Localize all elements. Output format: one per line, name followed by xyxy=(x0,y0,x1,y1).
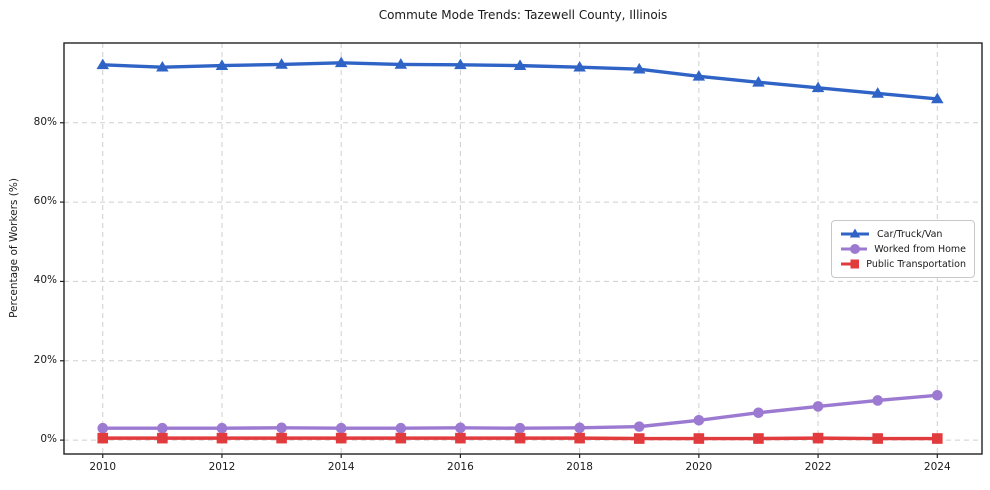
data-point-triangle xyxy=(454,58,467,70)
data-point-triangle xyxy=(752,76,765,87)
legend-item: Car/Truck/Van xyxy=(840,228,966,240)
data-point-triangle xyxy=(573,60,586,72)
data-point-circle xyxy=(216,422,228,434)
data-point-square xyxy=(276,432,287,444)
y-tick-label: 60% xyxy=(33,195,57,208)
x-tick-label: 2020 xyxy=(685,461,713,473)
y-tick-label: 20% xyxy=(33,353,57,366)
data-point-square xyxy=(514,432,526,444)
data-point-triangle xyxy=(931,92,944,104)
legend-circle-icon xyxy=(841,244,868,254)
data-point-triangle xyxy=(513,59,527,70)
data-point-circle xyxy=(872,395,883,406)
plot-frame xyxy=(63,42,983,455)
data-point-circle xyxy=(574,422,585,434)
data-point-square xyxy=(157,432,168,444)
x-tick-label: 2012 xyxy=(208,461,236,473)
x-tick-label: 2018 xyxy=(566,461,593,473)
data-point-triangle xyxy=(811,81,825,93)
x-tick-label: 2024 xyxy=(923,461,951,473)
data-point-square xyxy=(216,432,228,444)
data-point-square xyxy=(812,432,824,444)
data-point-square xyxy=(335,432,347,444)
data-point-square xyxy=(395,432,407,444)
legend: Car/Truck/Van Worked from Home Public Tran… xyxy=(831,220,975,278)
data-point-circle xyxy=(276,422,287,434)
data-point-circle xyxy=(395,422,407,434)
data-point-square xyxy=(97,432,109,444)
data-point-triangle xyxy=(96,58,110,70)
legend-label: Worked from Home xyxy=(874,243,966,255)
data-point-triangle xyxy=(394,58,408,69)
data-point-triangle xyxy=(334,56,348,68)
data-point-circle xyxy=(335,422,347,434)
data-point-triangle xyxy=(871,87,884,98)
data-point-triangle xyxy=(275,58,288,69)
data-point-square xyxy=(753,433,764,444)
data-point-square xyxy=(633,433,645,444)
data-point-circle xyxy=(812,401,824,412)
legend-square-icon xyxy=(841,259,860,269)
data-point-circle xyxy=(633,421,645,432)
legend-label: Car/Truck/Van xyxy=(877,228,943,240)
x-tick-label: 2016 xyxy=(447,461,474,473)
y-tick-label: 40% xyxy=(33,274,57,287)
x-tick-label: 2010 xyxy=(89,461,117,473)
chart-title: Commute Mode Trends: Tazewell County, Il… xyxy=(378,8,668,22)
x-tick-label: 2014 xyxy=(327,461,355,473)
data-point-square xyxy=(931,433,943,444)
x-tick-label: 2022 xyxy=(804,461,832,473)
data-point-circle xyxy=(931,389,943,401)
y-tick-label: 80% xyxy=(33,115,57,128)
data-point-circle xyxy=(157,422,168,434)
data-point-circle xyxy=(753,407,764,419)
y-tick-label: 0% xyxy=(40,433,57,446)
data-point-square xyxy=(455,432,466,444)
data-point-square xyxy=(872,433,883,444)
data-point-triangle xyxy=(632,62,646,74)
legend-label: Public Transportation xyxy=(866,258,966,270)
legend-triangle-icon xyxy=(841,228,869,238)
data-point-square xyxy=(693,433,705,444)
data-point-square xyxy=(574,432,585,444)
data-point-circle xyxy=(455,422,466,434)
legend-item: Worked from Home xyxy=(840,243,966,255)
data-point-circle xyxy=(514,422,526,434)
data-point-circle xyxy=(693,414,705,426)
legend-item: Public Transportation xyxy=(840,258,966,270)
data-point-circle xyxy=(97,422,109,434)
data-point-triangle xyxy=(156,60,169,72)
data-point-triangle xyxy=(692,70,706,81)
data-point-triangle xyxy=(215,59,229,70)
